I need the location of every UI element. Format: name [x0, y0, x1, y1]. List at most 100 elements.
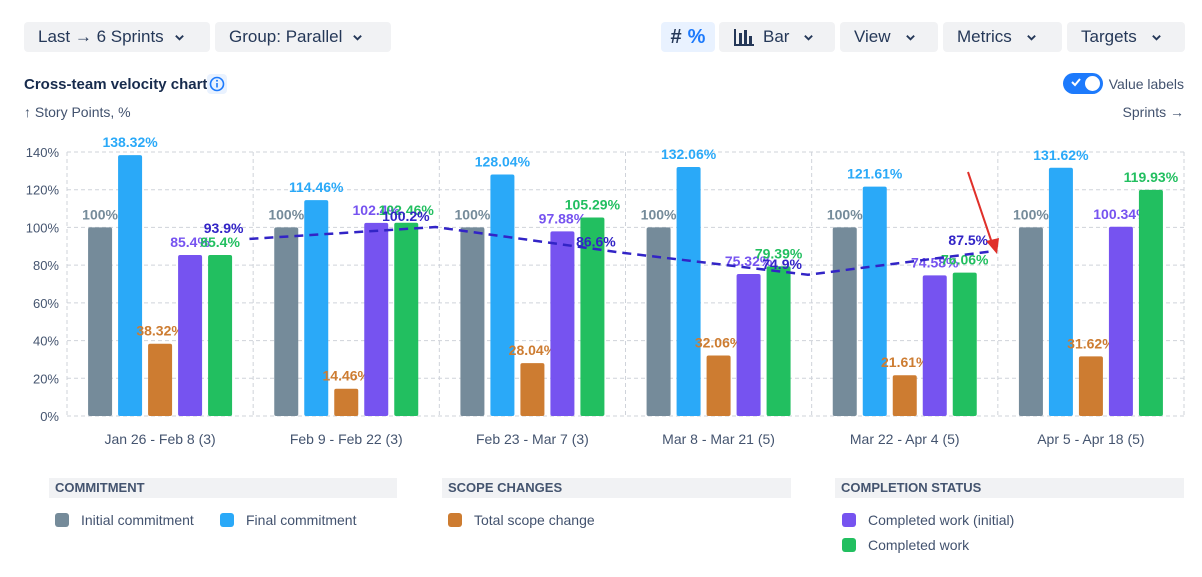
bar [304, 200, 329, 416]
view-dropdown[interactable]: View [840, 22, 938, 52]
data-label: 100% [455, 206, 491, 222]
chevron-down-icon [1151, 34, 1161, 41]
bar [334, 388, 359, 416]
sprint-range-dropdown[interactable]: Last → 6 Sprints [24, 22, 210, 52]
data-label: 131.62% [1033, 147, 1089, 163]
bar [490, 174, 515, 416]
trend-label: 74.9% [762, 256, 802, 272]
bar [862, 186, 887, 416]
legend-scope-changes: SCOPE CHANGES [442, 478, 791, 498]
data-label: 100% [82, 206, 118, 222]
legend-heading: COMPLETION STATUS [835, 478, 1184, 498]
bar [646, 227, 671, 416]
legend-item-completed-work[interactable]: Completed work [842, 537, 969, 553]
value-labels-control: Value labels [1062, 73, 1184, 94]
chart-type-dropdown[interactable]: Bar [719, 22, 835, 52]
metrics-label: Metrics [957, 27, 1012, 46]
data-label: 100% [641, 206, 677, 222]
data-label: 102.4% [353, 202, 401, 218]
swatch-icon [220, 513, 234, 527]
x-tick-label: Mar 8 - Mar 21 (5) [662, 431, 775, 447]
x-tick-label: Jan 26 - Feb 8 (3) [104, 431, 215, 447]
data-label: 38.32% [136, 323, 184, 339]
chevron-down-icon [353, 34, 363, 41]
y-axis-caption: ↑ Story Points, % [24, 104, 131, 120]
data-label: 79.39% [755, 245, 803, 261]
annotation-arrowhead [986, 238, 999, 254]
chevron-down-icon [1026, 34, 1036, 41]
legend-item-completed-work-initial[interactable]: Completed work (initial) [842, 512, 1014, 528]
data-label: 21.61% [881, 354, 929, 370]
toggle-knob [1084, 76, 1100, 91]
trend-line [249, 225, 995, 277]
y-tick-label: 40% [33, 334, 59, 349]
data-label: 100.34% [1093, 206, 1149, 222]
legend-completion-status: COMPLETION STATUS [835, 478, 1184, 498]
data-label: 74.58% [911, 254, 959, 270]
annotation-arrow [967, 171, 994, 247]
data-label: 32.06% [695, 335, 743, 351]
chevron-down-icon [905, 34, 915, 41]
trend-label: 93.9% [204, 220, 244, 236]
y-tick-label: 80% [33, 258, 59, 273]
info-icon[interactable] [207, 74, 227, 94]
data-label: 31.62% [1067, 335, 1115, 351]
data-label: 75.32% [725, 253, 773, 269]
swatch-icon [448, 513, 462, 527]
value-labels-label: Value labels [1108, 75, 1184, 92]
swatch-icon [842, 538, 856, 552]
percent-icon[interactable]: % [687, 25, 706, 48]
data-label: 100% [827, 206, 863, 222]
bar [580, 217, 605, 416]
bar [706, 355, 731, 416]
y-tick-label: 60% [33, 296, 59, 311]
bar [1048, 167, 1073, 416]
check-icon [1071, 78, 1081, 87]
sprint-range-label: Last → 6 Sprints [38, 27, 164, 46]
bar [766, 266, 791, 416]
x-tick-label: Feb 9 - Feb 22 (3) [290, 431, 403, 447]
swatch-icon [842, 513, 856, 527]
targets-dropdown[interactable]: Targets [1067, 22, 1185, 52]
data-label: 100% [1013, 206, 1049, 222]
bar [736, 273, 761, 416]
data-label: 100% [268, 206, 304, 222]
data-label: 14.46% [323, 368, 371, 384]
group-dropdown[interactable]: Group: Parallel [215, 22, 391, 52]
bar [274, 227, 299, 416]
data-label: 128.04% [475, 154, 531, 170]
bar [676, 166, 701, 416]
toolbar: Last → 6 Sprints Group: Parallel # % Bar… [0, 22, 1202, 54]
data-label: 97.88% [539, 210, 587, 226]
trend-label: 86.6% [576, 234, 616, 250]
x-tick-label: Mar 22 - Apr 4 (5) [850, 431, 960, 447]
chart-type-label: Bar [763, 27, 790, 46]
bar [118, 155, 143, 416]
group-label: Group: Parallel [229, 27, 343, 46]
legend-item-total-scope-change[interactable]: Total scope change [448, 512, 595, 528]
y-tick-label: 0% [40, 409, 59, 424]
bar [208, 254, 233, 416]
bar [550, 231, 575, 416]
bar [832, 227, 857, 416]
data-label: 138.32% [102, 134, 158, 150]
bar-chart-icon [734, 29, 754, 46]
chevron-down-icon [174, 34, 184, 41]
data-label: 85.4% [170, 234, 210, 250]
metrics-dropdown[interactable]: Metrics [943, 22, 1062, 52]
legend-item-final-commitment[interactable]: Final commitment [220, 512, 356, 528]
legend-item-initial-commitment[interactable]: Initial commitment [55, 512, 194, 528]
data-label: 121.61% [847, 166, 903, 182]
trend-label: 100.2% [382, 208, 430, 224]
bar [922, 275, 947, 416]
velocity-chart: 0% 20% 40% 60% 80% 100% 120% 140% Jan 26 - Feb 8… [26, 134, 1185, 447]
bar [1108, 226, 1133, 416]
bar [364, 222, 389, 416]
y-tick-label: 140% [26, 145, 60, 160]
bar [952, 272, 977, 416]
hash-icon[interactable]: # [670, 25, 682, 48]
x-axis-caption: Sprints → [1122, 104, 1184, 120]
targets-label: Targets [1081, 27, 1137, 46]
value-labels-toggle[interactable] [1062, 73, 1103, 94]
data-label: 114.46% [289, 179, 344, 195]
